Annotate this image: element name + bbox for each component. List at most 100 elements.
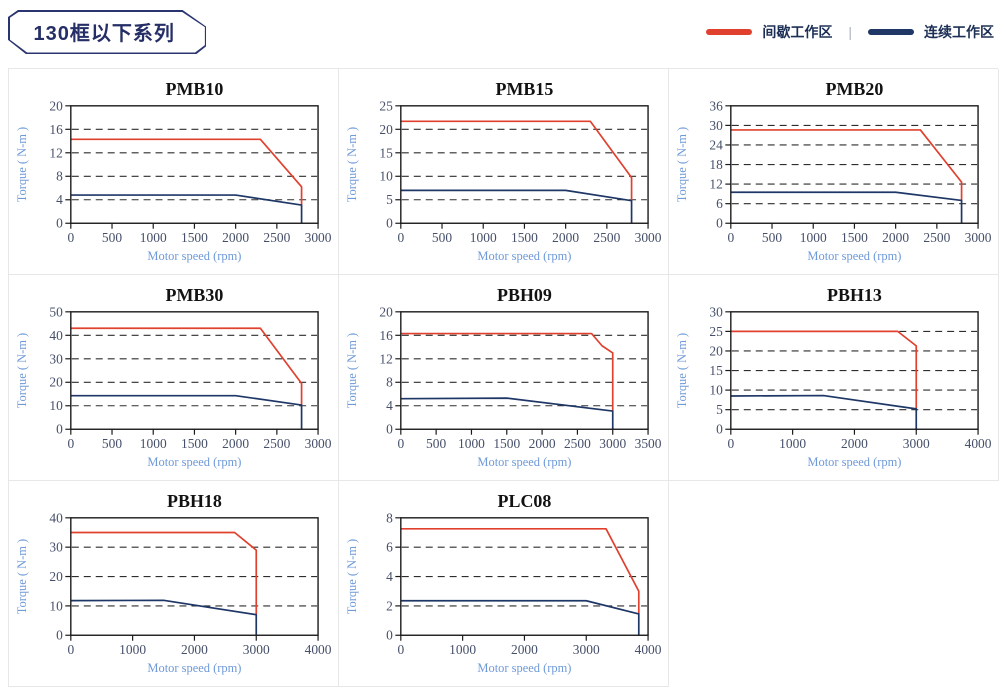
series-continuous [730, 191, 963, 224]
x-tick-label: 0 [727, 230, 734, 245]
chart-PBH13: PBH13 0 5 10 15 20 25 30 0 1000 2000 3000 4000 Motor … [675, 285, 992, 469]
chart-cell-PMB10: PMB10 0 4 8 12 16 20 0 500 1000 1500 2000 2500 3000 Mo… [9, 69, 339, 275]
x-tick-label: 3000 [305, 230, 332, 245]
header: 130框以下系列 间歇工作区 | 连续工作区 [8, 8, 998, 68]
y-tick-label: 10 [49, 398, 63, 413]
series-intermittent [730, 129, 963, 201]
series-continuous [70, 394, 303, 430]
x-tick-label: 2000 [511, 642, 538, 657]
y-tick-label: 6 [386, 540, 393, 555]
x-tick-label: 3000 [635, 230, 662, 245]
x-tick-label: 2500 [593, 230, 620, 245]
y-tick-label: 2 [386, 598, 393, 613]
chart-PMB15: PMB15 0 5 10 15 20 25 0 500 1000 1500 2000 2500 3000 M… [345, 79, 662, 263]
x-tick-label: 500 [102, 436, 122, 451]
x-tick-label: 4000 [965, 436, 992, 451]
legend-continuous-label: 连续工作区 [924, 24, 994, 40]
y-tick-label: 15 [709, 363, 723, 378]
x-tick-label: 0 [67, 436, 74, 451]
y-tick-label: 20 [379, 304, 393, 319]
y-axis-label: Torque ( N-m ) [675, 333, 689, 408]
y-tick-label: 30 [49, 351, 63, 366]
y-tick-label: 8 [56, 169, 63, 184]
series-continuous [70, 599, 258, 636]
y-tick-label: 0 [716, 216, 723, 231]
empty-cell [669, 481, 999, 687]
chart-cell-PMB30: PMB30 0 10 20 30 40 50 0 500 1000 1500 2000 2500 3000… [9, 275, 339, 481]
series-continuous [70, 194, 303, 224]
series-intermittent [70, 327, 303, 406]
x-tick-label: 500 [102, 230, 122, 245]
plot-frame [70, 105, 319, 224]
x-axis-label: Motor speed (rpm) [147, 661, 241, 675]
y-tick-label: 12 [709, 177, 722, 192]
y-tick-label: 20 [49, 375, 63, 390]
x-axis-label: Motor speed (rpm) [147, 455, 241, 469]
x-tick-label: 1000 [800, 230, 827, 245]
y-tick-label: 10 [709, 383, 723, 398]
y-tick-label: 15 [379, 145, 393, 160]
y-tick-label: 4 [386, 569, 393, 584]
plot-frame [400, 517, 649, 636]
legend-continuous-swatch [868, 29, 914, 35]
x-tick-label: 1000 [458, 436, 485, 451]
series-continuous [400, 599, 640, 636]
x-tick-label: 2500 [263, 436, 290, 451]
series-intermittent [70, 138, 303, 206]
chart-PMB20: PMB20 0 6 12 18 24 30 36 0 500 1000 1500 2000 2500 300… [675, 79, 992, 263]
x-tick-label: 1500 [493, 436, 520, 451]
x-tick-label: 1000 [449, 642, 476, 657]
y-axis-label: Torque ( N-m ) [345, 127, 359, 202]
y-tick-label: 24 [709, 137, 723, 152]
x-tick-label: 1000 [119, 642, 146, 657]
chart-cell-PBH18: PBH18 0 10 20 30 40 0 1000 2000 3000 4000 Motor spe… [9, 481, 339, 687]
x-tick-label: 0 [397, 436, 404, 451]
x-axis-label: Motor speed (rpm) [477, 661, 571, 675]
chart-cell-PMB20: PMB20 0 6 12 18 24 30 36 0 500 1000 1500 2000 2500 300… [669, 69, 999, 275]
series-continuous [730, 394, 918, 430]
y-tick-label: 0 [386, 422, 393, 437]
series-intermittent [400, 332, 614, 412]
y-tick-label: 4 [56, 192, 63, 207]
x-tick-label: 0 [397, 642, 404, 657]
y-tick-label: 12 [49, 145, 62, 160]
y-tick-label: 25 [379, 98, 393, 113]
x-tick-label: 2500 [263, 230, 290, 245]
x-tick-label: 3000 [305, 436, 332, 451]
x-tick-label: 2000 [552, 230, 579, 245]
y-axis-label: Torque ( N-m ) [675, 127, 689, 202]
y-axis-label: Torque ( N-m ) [15, 127, 29, 202]
plot-frame [70, 311, 319, 430]
y-tick-label: 4 [386, 398, 393, 413]
x-tick-label: 4000 [635, 642, 662, 657]
chart-title: PMB20 [826, 79, 884, 99]
chart-title: PMB10 [166, 79, 224, 99]
x-tick-label: 3000 [599, 436, 626, 451]
x-tick-label: 2000 [222, 230, 249, 245]
chart-cell-PBH13: PBH13 0 5 10 15 20 25 30 0 1000 2000 3000 4000 Motor … [669, 275, 999, 481]
chart-title: PBH13 [827, 285, 882, 305]
x-tick-label: 1500 [511, 230, 538, 245]
x-tick-label: 2000 [181, 642, 208, 657]
y-tick-label: 0 [386, 216, 393, 231]
series-intermittent [70, 531, 258, 615]
x-axis-label: Motor speed (rpm) [807, 455, 901, 469]
y-tick-label: 10 [379, 169, 393, 184]
chart-grid: PMB10 0 4 8 12 16 20 0 500 1000 1500 2000 2500 3000 Mo… [8, 68, 999, 687]
x-tick-label: 500 [762, 230, 782, 245]
x-tick-label: 0 [67, 230, 74, 245]
y-tick-label: 30 [709, 304, 723, 319]
chart-PMB10: PMB10 0 4 8 12 16 20 0 500 1000 1500 2000 2500 3000 Mo… [15, 79, 332, 263]
x-axis-label: Motor speed (rpm) [807, 249, 901, 263]
y-tick-label: 5 [386, 192, 393, 207]
y-tick-label: 0 [716, 422, 723, 437]
legend-intermittent-label: 间歇工作区 [762, 24, 833, 40]
y-tick-label: 0 [56, 216, 63, 231]
x-tick-label: 0 [727, 436, 734, 451]
y-tick-label: 12 [379, 351, 392, 366]
chart-PBH18: PBH18 0 10 20 30 40 0 1000 2000 3000 4000 Motor spe… [15, 491, 332, 675]
series-badge-frame: 130框以下系列 [9, 11, 205, 53]
x-tick-label: 2000 [529, 436, 556, 451]
